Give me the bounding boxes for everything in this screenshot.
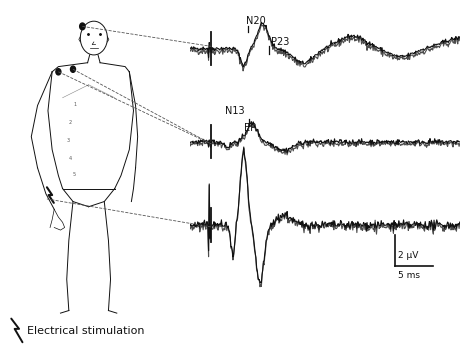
Text: 4: 4 xyxy=(69,156,72,161)
Text: EP: EP xyxy=(244,124,256,134)
Text: 2 μV: 2 μV xyxy=(398,251,418,260)
Text: N13: N13 xyxy=(225,106,245,116)
Text: 2: 2 xyxy=(69,120,72,125)
Text: 1: 1 xyxy=(73,101,76,107)
Text: P23: P23 xyxy=(271,37,289,47)
Circle shape xyxy=(71,66,75,72)
Text: Electrical stimulation: Electrical stimulation xyxy=(27,326,145,336)
Text: N20: N20 xyxy=(246,16,266,26)
Text: 5: 5 xyxy=(73,172,76,176)
Circle shape xyxy=(56,69,61,75)
Text: 5 ms: 5 ms xyxy=(398,271,419,280)
Circle shape xyxy=(80,23,85,30)
Text: 3: 3 xyxy=(67,138,70,143)
